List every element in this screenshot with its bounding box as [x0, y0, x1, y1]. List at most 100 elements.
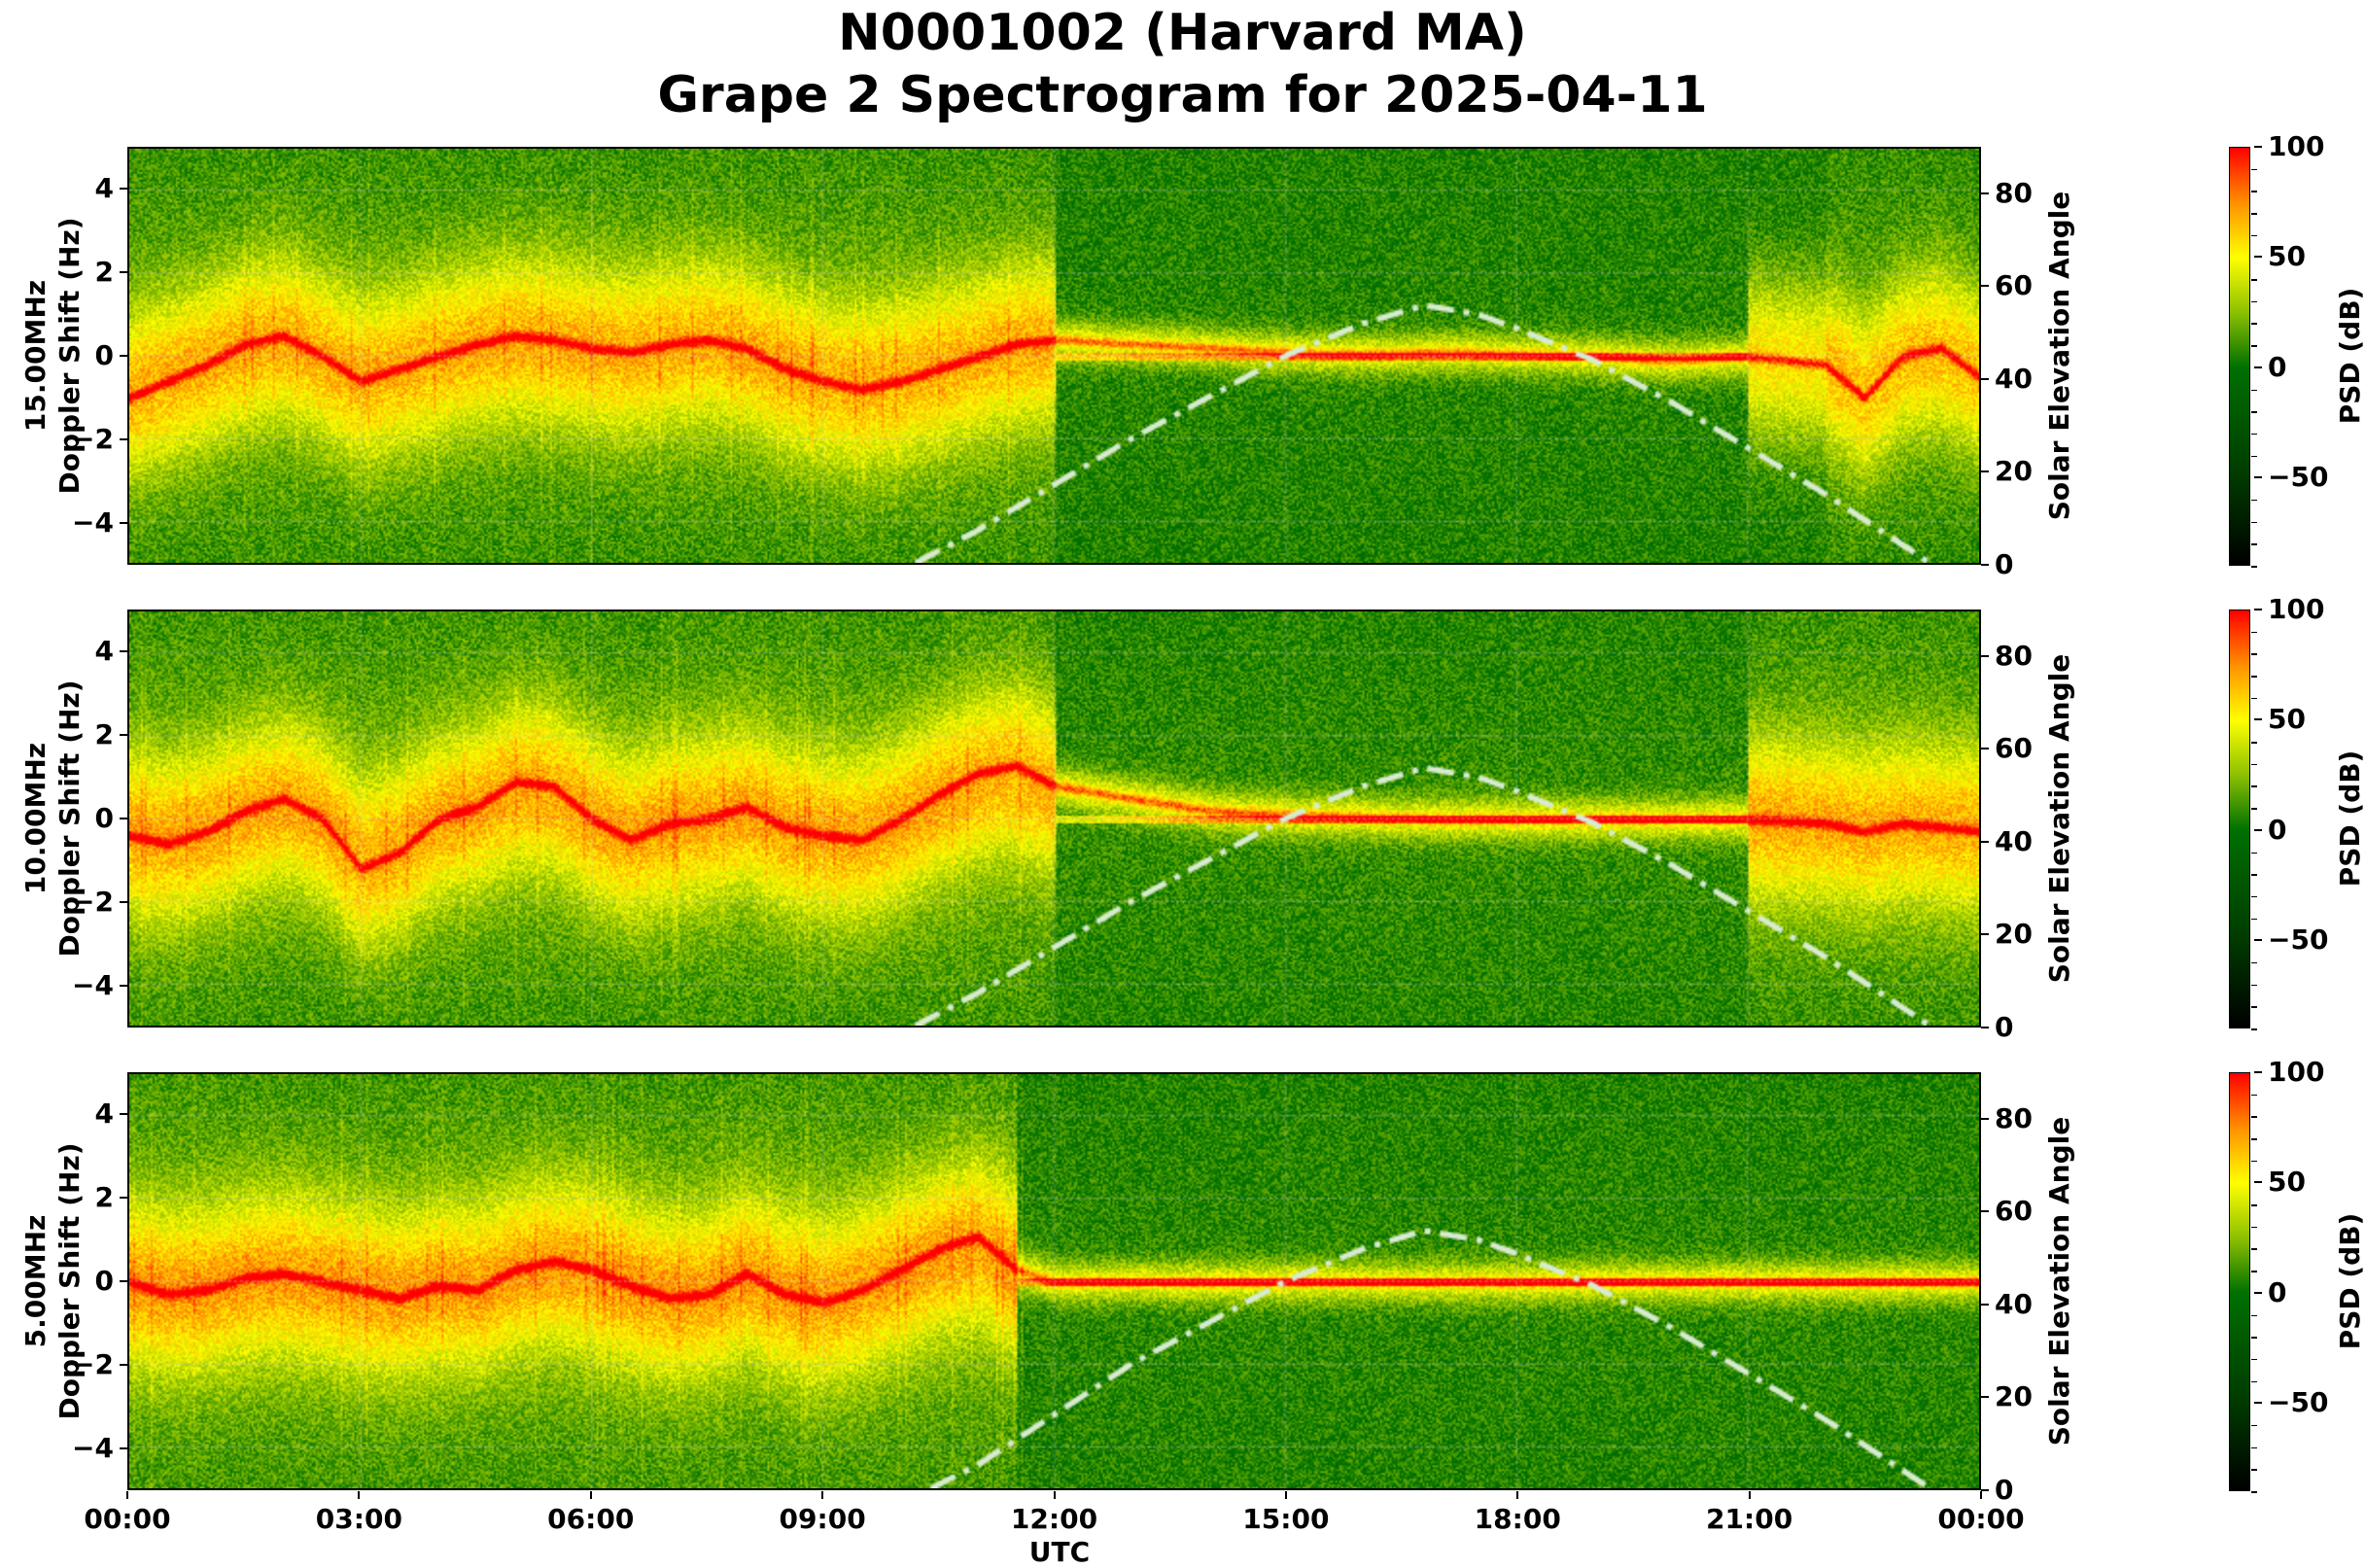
colorbar-tick-label: 0 — [2253, 1275, 2287, 1308]
colorbar-minor-tick — [2251, 1358, 2257, 1361]
colorbar-minor-tick — [2251, 631, 2257, 634]
x-tick-label: 21:00 — [1682, 1491, 1818, 1535]
colorbar-minor-tick — [2251, 697, 2257, 700]
colorbar — [2229, 610, 2250, 1028]
colorbar-tick-label: −50 — [2253, 923, 2329, 957]
colorbar-tick-label: 100 — [2253, 593, 2325, 625]
spectrogram-canvas — [129, 149, 1979, 563]
colorbar-minor-tick — [2251, 1491, 2257, 1493]
right-tick-label: 0 — [1980, 548, 2014, 580]
x-tick-label: 00:00 — [1913, 1491, 2049, 1535]
colorbar-minor-tick — [2251, 323, 2257, 325]
x-tick-label: 03:00 — [291, 1491, 427, 1535]
colorbar-minor-tick — [2251, 1314, 2257, 1317]
right-tick-label: 20 — [1981, 1380, 2033, 1413]
colorbar-minor-tick — [2251, 1271, 2257, 1272]
colorbar-minor-tick — [2251, 389, 2257, 392]
y-tick-label: 2 — [36, 1184, 127, 1211]
right-tick-label: 20 — [1981, 918, 2033, 951]
spectrogram-canvas — [129, 1074, 1979, 1488]
colorbar-minor-tick — [2251, 191, 2257, 192]
colorbar-label: PSD (dB) — [2334, 1212, 2365, 1350]
colorbar-minor-tick — [2251, 895, 2257, 898]
colorbar-minor-tick — [2251, 852, 2257, 854]
right-tick-label: 40 — [1981, 1287, 2033, 1320]
colorbar-tick-label: 50 — [2254, 1166, 2306, 1199]
x-tick-label: 00:00 — [59, 1491, 195, 1535]
colorbar-minor-tick — [2251, 566, 2257, 568]
chart-title-line1: N0001002 (Harvard MA) — [838, 4, 1527, 62]
x-tick-label: 09:00 — [754, 1491, 890, 1535]
colorbar — [2229, 147, 2250, 566]
right-tick-label: 0 — [1980, 1474, 2014, 1506]
chart-title-line2: Grape 2 Spectrogram for 2025-04-11 — [657, 66, 1708, 124]
colorbar-minor-tick — [2251, 918, 2257, 921]
colorbar — [2229, 1072, 2250, 1491]
colorbar-label: PSD (dB) — [2334, 287, 2365, 425]
y-tick-label: −2 — [36, 889, 127, 916]
colorbar-minor-tick — [2251, 1006, 2257, 1008]
colorbar-minor-tick — [2251, 279, 2257, 281]
colorbar-minor-tick — [2251, 1204, 2257, 1206]
right-tick-label: 80 — [1981, 176, 2033, 209]
y-tick-label: 0 — [36, 805, 127, 832]
right-axis-label: Solar Elevation Angle — [2043, 1116, 2075, 1446]
y-tick-label: 4 — [36, 1100, 127, 1128]
colorbar-minor-tick — [2251, 1248, 2257, 1250]
colorbar-tick-label: 100 — [2253, 1056, 2325, 1088]
colorbar-minor-tick — [2251, 1446, 2257, 1449]
colorbar-minor-tick — [2251, 874, 2257, 876]
colorbar-minor-tick — [2251, 499, 2257, 502]
y-tick-label: 0 — [36, 1268, 127, 1295]
colorbar-minor-tick — [2251, 961, 2257, 964]
spectrogram-canvas — [129, 611, 1979, 1026]
x-axis-label: UTC — [1028, 1536, 1091, 1568]
colorbar-minor-tick — [2251, 1424, 2257, 1427]
colorbar-minor-tick — [2251, 1337, 2257, 1339]
right-tick-label: 40 — [1981, 362, 2033, 395]
colorbar-minor-tick — [2251, 521, 2257, 524]
right-tick-label: 20 — [1981, 455, 2033, 488]
y-tick-label: 2 — [36, 721, 127, 749]
colorbar-minor-tick — [2251, 1028, 2257, 1030]
colorbar-minor-tick — [2251, 1094, 2257, 1097]
colorbar-minor-tick — [2251, 300, 2257, 303]
right-tick-label: 0 — [1980, 1011, 2014, 1043]
colorbar-minor-tick — [2251, 455, 2257, 458]
y-tick-label: 2 — [36, 259, 127, 286]
spectrogram-panel-0 — [127, 147, 1981, 565]
colorbar-minor-tick — [2251, 543, 2257, 545]
y-tick-label: 0 — [36, 342, 127, 369]
colorbar-label: PSD (dB) — [2334, 749, 2365, 888]
colorbar-minor-tick — [2251, 808, 2257, 810]
colorbar-tick-label: 50 — [2254, 703, 2306, 736]
y-tick-label: 4 — [36, 638, 127, 665]
colorbar-tick-label: 50 — [2254, 240, 2306, 273]
spectrogram-panel-2 — [127, 1072, 1981, 1490]
y-tick-label: −2 — [36, 426, 127, 453]
colorbar-minor-tick — [2251, 411, 2257, 413]
x-tick-label: 15:00 — [1218, 1491, 1354, 1535]
colorbar-minor-tick — [2251, 742, 2257, 744]
right-tick-label: 40 — [1981, 824, 2033, 857]
colorbar-minor-tick — [2251, 168, 2257, 171]
colorbar-minor-tick — [2251, 1116, 2257, 1118]
right-axis-label: Solar Elevation Angle — [2043, 191, 2075, 521]
y-tick-label: −4 — [36, 509, 127, 537]
colorbar-minor-tick — [2251, 1226, 2257, 1229]
colorbar-tick-label: −50 — [2253, 461, 2329, 494]
right-axis-label: Solar Elevation Angle — [2043, 653, 2075, 984]
colorbar-minor-tick — [2251, 234, 2257, 237]
colorbar-minor-tick — [2251, 213, 2257, 215]
colorbar-minor-tick — [2251, 653, 2257, 655]
colorbar-minor-tick — [2251, 984, 2257, 987]
x-tick-label: 12:00 — [987, 1491, 1123, 1535]
colorbar-minor-tick — [2251, 345, 2257, 347]
y-tick-label: −2 — [36, 1351, 127, 1378]
y-tick-label: 4 — [36, 175, 127, 202]
colorbar-minor-tick — [2251, 785, 2257, 787]
x-tick-label: 06:00 — [523, 1491, 659, 1535]
colorbar-minor-tick — [2251, 1160, 2257, 1163]
colorbar-minor-tick — [2251, 1380, 2257, 1383]
spectrogram-panel-1 — [127, 610, 1981, 1028]
